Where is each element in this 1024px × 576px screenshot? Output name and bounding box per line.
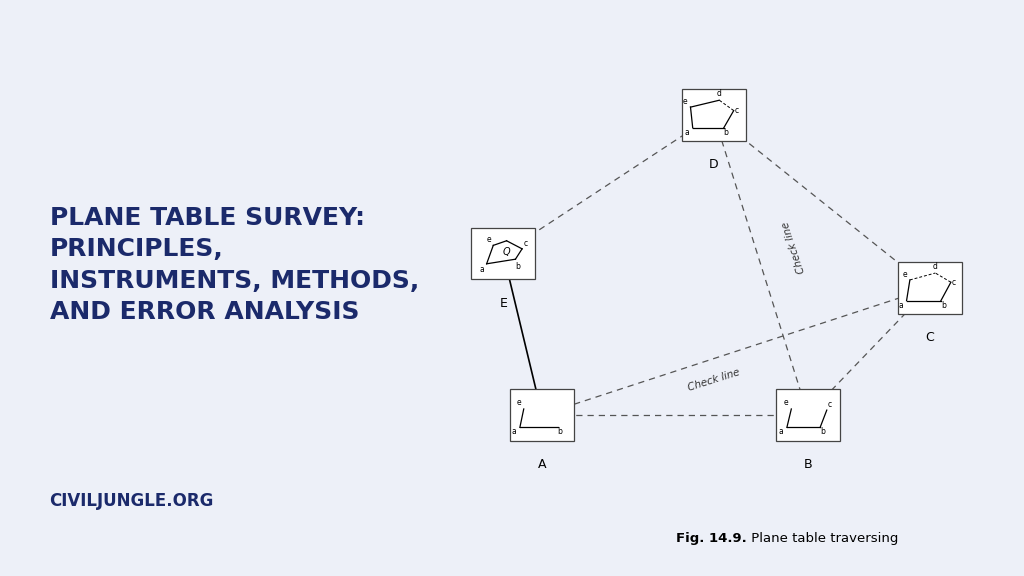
Bar (776, 389, 840, 441)
Text: b: b (515, 262, 520, 271)
Text: a: a (779, 427, 783, 437)
Text: a: a (898, 301, 903, 310)
Text: e: e (903, 270, 907, 279)
Text: Check line: Check line (781, 221, 807, 275)
Bar (898, 262, 962, 314)
Text: Fig. 14.9.: Fig. 14.9. (676, 532, 748, 545)
Text: e: e (516, 398, 521, 407)
Text: PLANE TABLE SURVEY:
PRINCIPLES,
INSTRUMENTS, METHODS,
AND ERROR ANALYSIS: PLANE TABLE SURVEY: PRINCIPLES, INSTRUME… (49, 206, 419, 324)
Text: c: c (952, 278, 956, 287)
Text: e: e (486, 235, 492, 244)
Text: Check line: Check line (686, 367, 741, 393)
Text: a: a (685, 128, 689, 137)
Text: e: e (683, 97, 687, 106)
Text: c: c (735, 106, 739, 115)
Text: C: C (926, 331, 934, 344)
Text: Plane table traversing: Plane table traversing (748, 532, 898, 545)
Text: b: b (557, 427, 562, 437)
Text: c: c (523, 238, 527, 248)
Text: c: c (827, 400, 833, 409)
Text: b: b (724, 128, 729, 137)
Text: a: a (479, 265, 484, 274)
Bar (510, 389, 573, 441)
Text: a: a (512, 427, 516, 437)
Text: D: D (709, 158, 719, 172)
Text: Q: Q (503, 247, 510, 257)
Text: b: b (820, 427, 825, 437)
Text: A: A (538, 458, 546, 471)
Bar (471, 228, 536, 279)
Text: d: d (717, 89, 722, 98)
Text: e: e (783, 398, 788, 407)
Text: CIVILJUNGLE.ORG: CIVILJUNGLE.ORG (49, 492, 214, 510)
Bar (682, 89, 745, 141)
Text: d: d (933, 262, 938, 271)
Text: E: E (500, 297, 507, 310)
Text: b: b (941, 301, 946, 310)
Text: B: B (804, 458, 812, 471)
